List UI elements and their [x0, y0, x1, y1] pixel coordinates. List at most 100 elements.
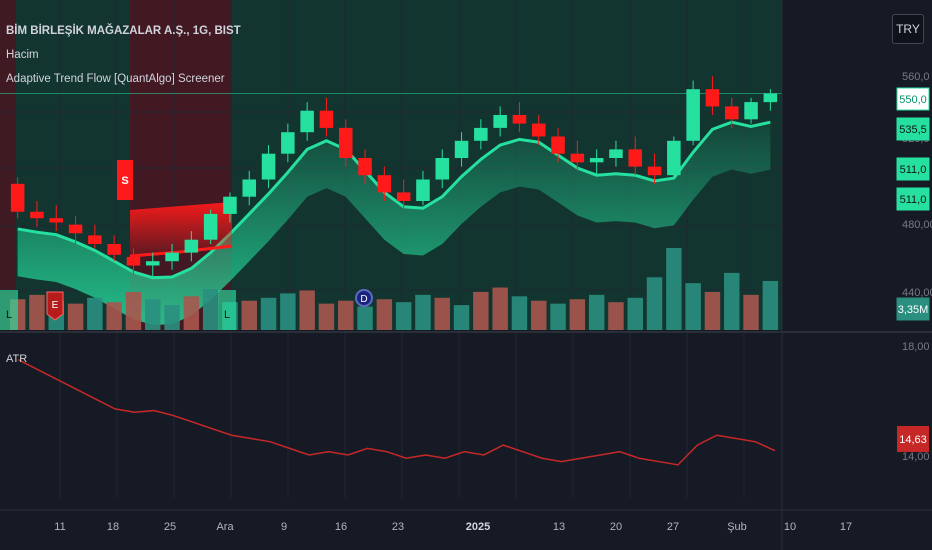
candle-body[interactable]: [88, 235, 102, 244]
volume-bar: [550, 303, 566, 330]
time-axis-label: Şub: [727, 521, 747, 533]
volume-bar: [357, 306, 373, 330]
volume-bar: [415, 294, 431, 330]
candle-body[interactable]: [107, 244, 121, 255]
volume-bar: [145, 299, 161, 330]
candle-body[interactable]: [68, 224, 83, 234]
volume-bar: [588, 294, 605, 330]
atr-axis-tick: 14,00: [902, 451, 930, 463]
candle-body[interactable]: [358, 158, 372, 176]
atr-pane-label[interactable]: ATR: [6, 353, 28, 365]
candle-body[interactable]: [300, 110, 314, 133]
long-signal-marker[interactable]: [218, 290, 236, 330]
price-badge[interactable]: [896, 187, 930, 211]
time-axis-label: 20: [610, 521, 622, 533]
price-badge-text: 3,35M: [898, 304, 929, 316]
long-signal-label: L: [224, 309, 230, 321]
candle-body[interactable]: [377, 175, 392, 193]
symbol-title[interactable]: BİM BİRLEŞİK MAĞAZALAR A.Ş., 1G, BIST: [6, 25, 241, 37]
volume-indicator-label[interactable]: Hacim: [6, 49, 39, 61]
price-badge[interactable]: [896, 87, 930, 111]
candle-body[interactable]: [49, 218, 64, 223]
volume-bar: [762, 280, 779, 330]
candle-body[interactable]: [338, 127, 353, 158]
volume-bar: [260, 297, 277, 330]
candle-body[interactable]: [261, 153, 276, 180]
volume-bar: [511, 296, 528, 330]
candle-body[interactable]: [724, 106, 739, 120]
price-badge-text: 511,0: [900, 164, 927, 176]
candle-body[interactable]: [744, 102, 758, 120]
price-badge[interactable]: [896, 117, 930, 141]
candle-body[interactable]: [435, 158, 450, 180]
candle-body[interactable]: [396, 192, 411, 201]
volume-bar: [29, 294, 45, 330]
candle-body[interactable]: [667, 140, 681, 176]
volume-bar: [531, 300, 547, 330]
trend-flow-band: [17, 122, 771, 325]
candle-body[interactable]: [609, 149, 623, 158]
candle-body[interactable]: [589, 158, 604, 163]
time-axis-label: 16: [335, 521, 347, 533]
candle-body[interactable]: [454, 140, 469, 158]
candle-body[interactable]: [281, 132, 295, 154]
candle-body[interactable]: [628, 149, 643, 167]
candle-body[interactable]: [474, 127, 488, 141]
price-axis-tick: 560,0: [902, 71, 930, 83]
candle-body[interactable]: [203, 213, 218, 240]
dividend-marker[interactable]: [355, 289, 373, 307]
volume-bar: [492, 287, 508, 330]
volume-bar: [280, 293, 296, 330]
volume-bar: [299, 290, 315, 330]
candle-body[interactable]: [531, 123, 546, 137]
sell-signal-marker[interactable]: [117, 160, 133, 200]
candle-body[interactable]: [242, 179, 257, 197]
atr-value-text: 14,63: [899, 434, 927, 446]
dividend-label: D: [360, 294, 367, 305]
atr-value-badge[interactable]: [897, 426, 929, 452]
volume-bar: [608, 302, 624, 330]
time-axis-label: 27: [667, 521, 679, 533]
price-badge-text: 511,0: [900, 194, 927, 206]
candle-body[interactable]: [763, 93, 778, 103]
price-badge[interactable]: [896, 157, 930, 181]
candle-body[interactable]: [223, 196, 237, 214]
candle-body[interactable]: [512, 115, 527, 124]
volume-bar: [338, 300, 354, 330]
time-axis-label: 9: [281, 521, 287, 533]
candle-body[interactable]: [570, 153, 585, 163]
atr-line: [17, 358, 776, 466]
time-axis-label: 11: [54, 521, 65, 533]
price-axis-tick: 440,00: [902, 287, 932, 299]
candle-body[interactable]: [416, 179, 430, 202]
volume-bar: [434, 297, 450, 330]
candle-body[interactable]: [30, 211, 44, 219]
candle-body[interactable]: [319, 110, 334, 128]
candle-body[interactable]: [184, 239, 199, 253]
price-badge-text: 535,5: [899, 124, 927, 136]
time-axis-label: 10: [784, 521, 796, 533]
candle-body[interactable]: [10, 183, 25, 212]
volume-bar: [453, 305, 470, 330]
candle-body[interactable]: [705, 89, 720, 107]
earnings-marker[interactable]: [46, 291, 64, 321]
sell-signal-label: S: [121, 175, 128, 187]
candle-body[interactable]: [126, 256, 141, 266]
candle-body[interactable]: [647, 166, 662, 176]
candle-body[interactable]: [145, 261, 160, 266]
price-badge[interactable]: [896, 297, 930, 321]
trend-line: [17, 120, 771, 280]
candle-body[interactable]: [165, 252, 179, 262]
candle-body[interactable]: [551, 136, 565, 154]
time-axis-label: 23: [392, 521, 404, 533]
trend-indicator-label[interactable]: Adaptive Trend Flow [QuantAlgo] Screener: [6, 73, 225, 85]
long-signal-marker[interactable]: [0, 290, 18, 330]
candle-body[interactable]: [493, 115, 507, 128]
candle-body[interactable]: [686, 89, 700, 141]
time-axis-label: 17: [840, 521, 852, 533]
volume-bar: [569, 299, 586, 330]
currency-button[interactable]: TRY: [892, 14, 924, 44]
volume-bar: [202, 289, 219, 330]
